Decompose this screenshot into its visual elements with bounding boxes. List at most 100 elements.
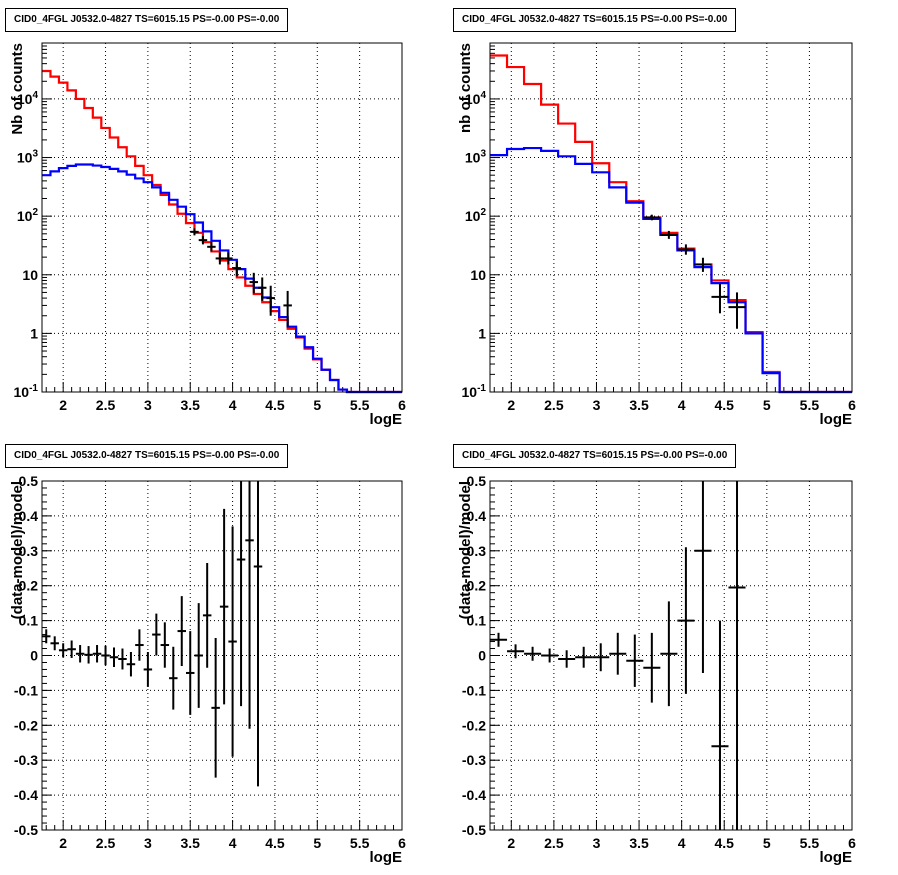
y-tick-label: -0.2 [14,717,38,733]
x-tick-label: 5 [763,397,771,413]
data-point [711,283,729,314]
y-axis-label: (data-model)/model [9,481,26,619]
x-tick-label: 6 [848,397,856,413]
residual-point [677,547,695,694]
plot-panel-1: 2 2.5 3 3.5 4 4.5 5 5.5 6 10-1 1 10 102 103 104 logE nb … [457,42,856,428]
x-tick-label: 6 [848,835,856,851]
residual-point [524,646,542,661]
x-tick-label: 5.5 [800,397,820,413]
data-point [198,235,208,245]
x-tick-label: 4 [678,835,686,851]
x-axis-label: logE [820,849,853,866]
x-tick-label: 6 [398,835,406,851]
residual-point [507,644,525,659]
series-line-1 [42,163,402,394]
y-tick-label: -0.3 [14,752,38,768]
y-tick-label: 0 [30,648,38,664]
y-tick-label: -0.1 [462,682,486,698]
x-tick-label: 3.5 [181,835,201,851]
y-tick-label: -0.3 [462,752,486,768]
x-tick-label: 2.5 [544,835,564,851]
data-point [660,230,678,239]
y-axis-label: Nb of counts [9,43,26,135]
residual-point [177,596,186,666]
y-tick-label: 104 [465,90,487,107]
y-tick-label: 103 [465,149,487,166]
x-tick-label: 4.5 [715,397,735,413]
x-tick-label: 3 [593,397,601,413]
plot-frame [41,480,403,831]
series-line-1 [490,146,852,394]
x-tick-label: 4.5 [265,835,285,851]
y-axis-label: (data-model)/model [457,481,474,619]
x-axis-label: logE [370,411,403,428]
chart-title-top-right: CID0_4FGL J0532.0-4827 TS=6015.15 PS=-0.… [453,8,737,32]
y-tick-label: 0 [478,648,486,664]
y-tick-label: -0.4 [14,787,38,803]
y-tick-label: 0.2 [19,578,39,594]
data-point [215,252,225,265]
x-tick-label: 3.5 [629,835,649,851]
residual-point [135,629,144,661]
data-point [249,272,258,294]
x-axis-label: logE [370,849,403,866]
y-tick-label: 0.2 [467,578,487,594]
residual-point [245,481,254,729]
residual-point [558,650,576,668]
residual-point [67,640,76,658]
residual-point [236,481,246,707]
y-tick-label: 0.4 [467,508,487,524]
residual-point [194,603,203,708]
residual-point [575,646,593,668]
data-point [266,285,275,316]
x-tick-label: 5 [313,835,321,851]
y-tick-label: 0.5 [19,473,39,489]
x-tick-label: 2.5 [544,397,564,413]
residual-point [219,508,229,705]
residual-point [694,481,712,673]
x-tick-label: 3 [144,397,152,413]
x-tick-label: 3 [144,835,152,851]
x-tick-label: 3 [593,835,601,851]
data-point [677,244,695,255]
x-tick-label: 3.5 [629,397,649,413]
data-point [643,214,661,221]
data-point [232,260,242,277]
plot-panel-3: 2 2.5 3 3.5 4 4.5 5 5.5 6 -0.5 -0.4 -0.3 -0.2 -0.1 0 0.… [457,473,856,866]
data-point [224,252,233,265]
y-tick-label: 0.5 [467,473,487,489]
residual-point [143,652,153,687]
data-points [190,228,292,327]
residual-point [211,638,220,778]
y-tick-label: 102 [465,207,487,224]
y-tick-label: 10-1 [462,383,487,400]
y-tick-label: 1 [30,325,38,341]
x-tick-label: 4 [229,397,237,413]
y-tick-label: -0.2 [462,717,486,733]
x-tick-label: 3.5 [181,397,201,413]
residual-point [643,632,661,703]
x-tick-label: 2.5 [96,835,116,851]
residual-point [592,643,610,672]
y-tick-label: -0.1 [14,682,38,698]
y-tick-label: 0.4 [19,508,39,524]
residual-point [42,629,51,644]
residual-point [58,643,68,658]
residual-point [186,631,195,715]
y-tick-label: 0.3 [19,543,39,559]
x-tick-label: 2 [59,397,67,413]
y-tick-label: 0.1 [467,613,487,629]
plot-panel-2: 2 2.5 3 3.5 4 4.5 5 5.5 6 -0.5 -0.4 -0.3 -0.2 -0.1 0 0.… [9,473,406,866]
y-tick-label: 0.3 [467,543,487,559]
residual-point [541,648,559,663]
axis-ticks [490,42,853,393]
residual-point [728,481,746,830]
plot-area [490,43,852,392]
residual-point [253,481,263,787]
y-axis-label: nb of counts [457,43,474,133]
data-points [643,214,746,329]
chart-title-top-left: CID0_4FGL J0532.0-4827 TS=6015.15 PS=-0.… [5,8,289,32]
chart-title-bottom-left: CID0_4FGL J0532.0-4827 TS=6015.15 PS=-0.… [5,444,289,468]
residual-point [160,622,170,668]
